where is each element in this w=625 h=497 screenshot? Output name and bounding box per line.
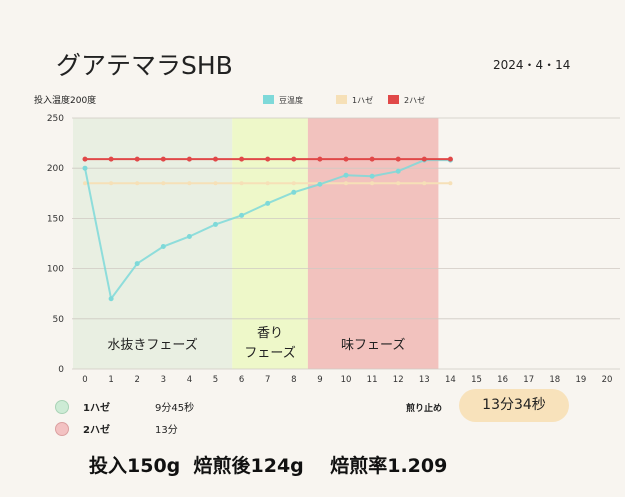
data-point: [160, 156, 166, 162]
data-point: [395, 168, 401, 174]
x-tick-label: 5: [213, 375, 218, 385]
x-tick-label: 15: [471, 375, 482, 385]
x-tick-label: 19: [575, 375, 586, 385]
summary-line: 投入150g 焙煎後124g 焙煎率1.209: [89, 451, 447, 478]
x-tick-label: 17: [523, 375, 534, 385]
data-point: [265, 181, 270, 186]
page-title: グアテマラSHB: [56, 51, 233, 80]
input-weight: 投入150g: [89, 455, 181, 477]
data-point: [239, 156, 245, 162]
x-tick-label: 6: [239, 375, 244, 385]
legend-swatch: [336, 95, 347, 104]
phase-label: フェーズ: [244, 345, 295, 361]
data-point: [265, 156, 271, 162]
data-point: [134, 156, 140, 162]
phase-label: 香り: [257, 326, 283, 341]
x-tick-label: 20: [602, 375, 613, 385]
roast-ratio: 焙煎率1.209: [330, 455, 448, 477]
x-tick-label: 11: [367, 375, 378, 385]
phase-band: [73, 118, 233, 369]
data-point: [187, 181, 192, 186]
data-point: [213, 156, 218, 162]
x-tick-label: 3: [161, 375, 166, 385]
event-name: 2ハゼ: [83, 425, 110, 436]
after-weight: 焙煎後124g: [193, 455, 304, 477]
data-point: [134, 261, 140, 267]
x-tick-label: 10: [341, 375, 352, 385]
x-tick-label: 4: [187, 375, 192, 385]
data-point: [369, 156, 375, 162]
event-time: 13分: [155, 425, 178, 436]
data-point: [83, 181, 87, 186]
roast-date: 2024・4・14: [493, 58, 571, 72]
event-time: 9分45秒: [155, 403, 195, 414]
phase-band: [307, 118, 439, 369]
x-tick-label: 7: [265, 375, 270, 385]
data-point: [161, 181, 166, 186]
2haze-dot-icon: [55, 421, 69, 436]
data-point: [395, 156, 401, 162]
legend-label: 2ハゼ: [404, 95, 425, 105]
x-tick-label: 9: [317, 375, 322, 385]
legend-swatch: [388, 95, 399, 104]
y-tick-label: 150: [47, 214, 64, 224]
data-point: [291, 181, 296, 186]
data-point: [344, 181, 348, 186]
x-tick-label: 8: [291, 375, 296, 385]
y-tick-label: 0: [58, 365, 64, 375]
x-tick-label: 1: [108, 375, 113, 385]
data-point: [317, 181, 323, 187]
data-point: [109, 181, 114, 186]
data-point: [82, 156, 88, 162]
x-tick-label: 14: [445, 375, 456, 385]
data-point: [108, 296, 114, 302]
x-tick-label: 12: [393, 375, 404, 385]
data-point: [369, 173, 375, 179]
event-row-1haze: 1ハゼ 9分45秒: [55, 399, 194, 414]
x-tick-label: 13: [419, 375, 430, 385]
data-point: [186, 156, 192, 162]
data-point: [448, 181, 453, 186]
data-point: [213, 181, 218, 186]
y-axis-label: 投入温度200度: [34, 96, 97, 106]
data-point: [291, 189, 297, 195]
x-tick-label: 18: [549, 375, 560, 385]
y-tick-label: 200: [47, 164, 64, 174]
stop-time-badge: 13分34秒: [459, 389, 569, 422]
data-point: [422, 181, 427, 186]
y-tick-label: 50: [53, 315, 65, 325]
data-point: [160, 244, 166, 250]
phase-label: 味フェーズ: [341, 337, 405, 353]
data-point: [135, 181, 140, 186]
legend-swatch: [263, 95, 274, 104]
1haze-dot-icon: [55, 399, 69, 414]
data-point: [396, 181, 401, 186]
y-tick-label: 100: [47, 265, 64, 275]
data-point: [343, 172, 349, 178]
data-point: [421, 156, 427, 162]
event-name: 1ハゼ: [83, 403, 110, 414]
phase-label: 水抜きフェーズ: [107, 337, 197, 353]
event-row-2haze: 2ハゼ 13分: [55, 421, 178, 436]
legend-label: 豆温度: [279, 95, 303, 105]
data-point: [343, 156, 349, 162]
data-point: [265, 200, 271, 206]
data-point: [447, 156, 453, 162]
data-point: [239, 212, 245, 218]
data-point: [370, 181, 375, 186]
legend-label: 1ハゼ: [352, 95, 373, 105]
stop-label: 煎り止め: [406, 404, 443, 414]
data-point: [213, 221, 218, 227]
data-point: [108, 156, 114, 162]
x-tick-label: 2: [134, 375, 139, 385]
data-point: [317, 156, 323, 162]
data-point: [291, 156, 297, 162]
data-point: [186, 233, 192, 239]
data-point: [239, 181, 244, 186]
x-tick-label: 0: [82, 375, 87, 385]
x-tick-label: 16: [497, 375, 508, 385]
y-tick-label: 250: [47, 114, 64, 124]
data-point: [82, 165, 88, 171]
